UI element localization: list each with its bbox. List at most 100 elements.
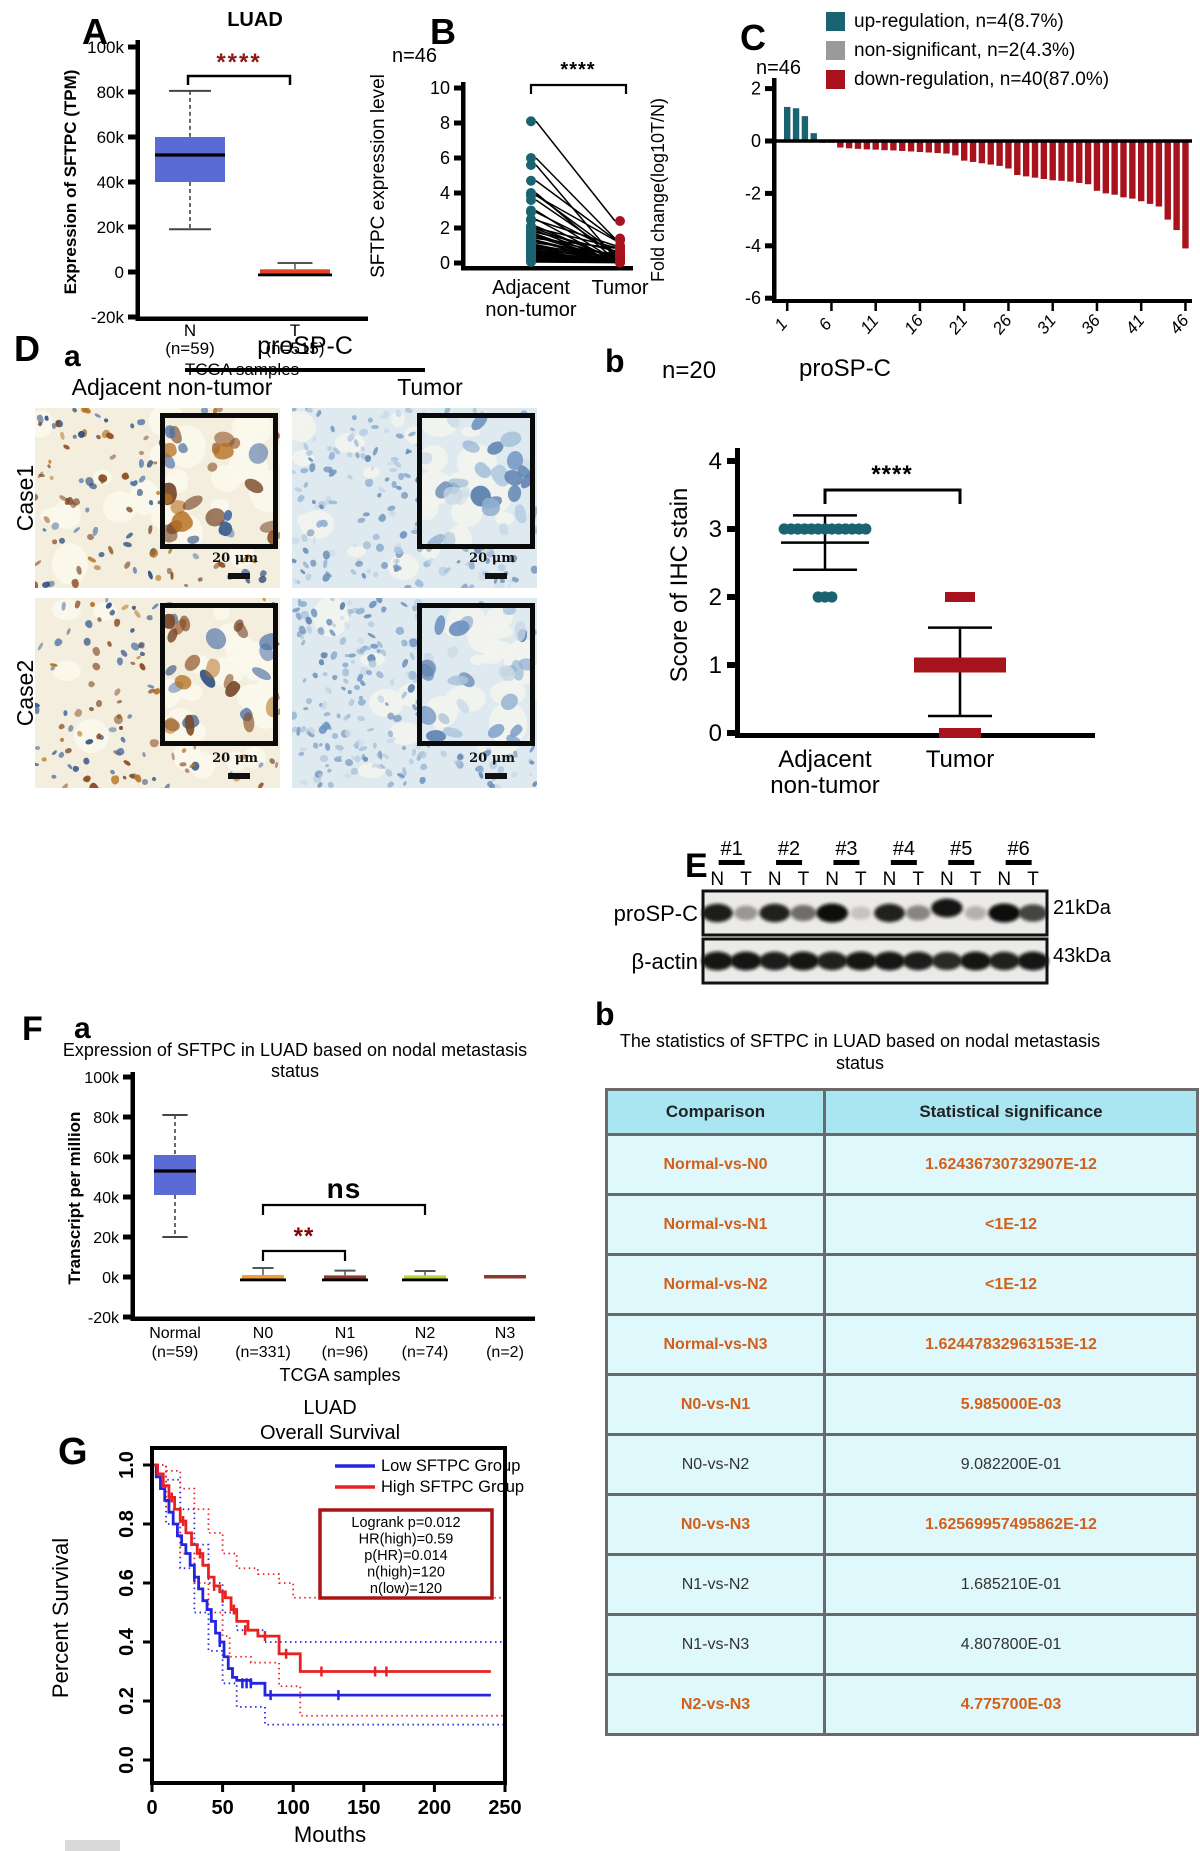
column-label-adjacent-non-tumor: Adjacent non-tumor (71, 374, 273, 400)
y-tick (128, 89, 136, 95)
x-tick-label: 50 (211, 1797, 233, 1819)
lane-label: T (740, 869, 752, 890)
table-title: The statistics of SFTPC in LUAD based on… (520, 1030, 1200, 1074)
waterfall-bar (1155, 141, 1163, 207)
y-axis-label: Fold change(log10T/N) (648, 98, 668, 282)
row-label-case1: Case1 (12, 464, 38, 532)
survival-curve (152, 1463, 491, 1697)
waterfall-bar (1093, 141, 1101, 191)
lane-label: T (798, 869, 810, 890)
significance-stars: **** (560, 59, 595, 81)
pair-line (535, 250, 616, 257)
pvalue-cell: <1E-12 (823, 1193, 1199, 1256)
waterfall-bar (1014, 141, 1021, 176)
table-header-significance: Statistical significance (823, 1088, 1199, 1136)
pair-line (535, 227, 616, 248)
n-label: n=20 (662, 357, 716, 384)
y-tick-label: 0 (751, 131, 761, 151)
waterfall-bar (996, 141, 1003, 166)
table-row: Normal-vs-N0 1.62436730732907E-12 (605, 1133, 1199, 1196)
waterfall-bar (1164, 141, 1171, 220)
y-tick (128, 44, 136, 50)
y-tick-label: 3 (709, 516, 722, 543)
table-row: N2-vs-N3 4.775700E-03 (605, 1673, 1199, 1736)
comparison-cell: N1-vs-N3 (605, 1613, 826, 1676)
box (404, 1275, 446, 1280)
comparison-cell: Normal-vs-N3 (605, 1313, 826, 1376)
y-tick (765, 243, 772, 249)
waterfall-bar (1058, 141, 1065, 181)
y-tick-label: 0k (102, 1270, 120, 1287)
pair-line (535, 246, 616, 255)
panel-a-tcga-boxplot: A LUAD Expression of SFTPC (TPM) 100k 80k 60k… (60, 0, 395, 385)
table-row: Normal-vs-N3 1.62447832963153E-12 (605, 1313, 1199, 1376)
pvalue-cell: <1E-12 (823, 1253, 1199, 1316)
protein-band (816, 951, 848, 971)
waterfall-bar (943, 141, 950, 154)
y-tick-label: 10 (430, 78, 450, 98)
chart-title-line: Expression of SFTPC in LUAD based on nod… (63, 1040, 527, 1060)
x-category-label: N1 (335, 1325, 356, 1342)
stats-box-line: p(HR)=0.014 (364, 1548, 447, 1564)
protein-band (816, 903, 849, 923)
x-category-label: N3 (495, 1325, 516, 1342)
y-tick (727, 662, 735, 668)
y-tick-label: 1 (709, 652, 722, 679)
annotation-bracket (261, 1249, 347, 1261)
pair-line (535, 255, 616, 261)
median-line (402, 1278, 448, 1282)
y-tick-label: 0 (115, 263, 124, 282)
stats-box-line: n(low)=120 (370, 1581, 442, 1597)
y-tick-label: 40k (93, 1190, 120, 1207)
ihc-image-case2-adjacent: 20 μm (35, 598, 280, 788)
protein-band (734, 905, 758, 921)
adjacent-point (526, 175, 536, 186)
adjacent-point (526, 116, 536, 127)
scale-bar (485, 773, 507, 779)
y-tick (454, 85, 461, 91)
waterfall-bar (837, 141, 844, 148)
legend-label: up-regulation, n=4(8.7%) (854, 11, 1064, 32)
adjacent-point (526, 160, 536, 170)
y-tick (727, 458, 735, 464)
lane-label: N (883, 869, 897, 890)
scale-bar-label: 20 μm (212, 751, 258, 766)
protein-band (730, 951, 762, 971)
y-tick-label: 0 (440, 253, 450, 273)
table-title-line2: status (835, 1053, 885, 1073)
table-row: Normal-vs-N1 <1E-12 (605, 1193, 1199, 1256)
y-tick-label: -20k (88, 1310, 120, 1327)
y-tick-label: 0.4 (116, 1627, 138, 1656)
y-tick-label: 0.2 (116, 1687, 138, 1715)
ihc-inset-magnified (417, 413, 535, 549)
pair-line (535, 157, 616, 240)
adjacent-point (526, 207, 536, 218)
table-row: Normal-vs-N2 <1E-12 (605, 1253, 1199, 1316)
comparison-cell: N0-vs-N3 (605, 1493, 826, 1556)
x-axis-spine (461, 266, 633, 271)
adjacent-point (526, 256, 536, 267)
waterfall-bar (854, 141, 862, 149)
stain-header-underline (185, 368, 425, 372)
protein-band (902, 951, 934, 971)
table-header-comparison: Comparison (605, 1088, 826, 1136)
y-tick-label: 6 (440, 148, 450, 168)
pair-line (535, 211, 616, 253)
stats-box (318, 1508, 494, 1600)
table-row: N1-vs-N2 1.685210E-01 (605, 1553, 1199, 1616)
score-cluster (945, 592, 975, 602)
blot-strip (701, 937, 1049, 985)
protein-label: proSP-C (614, 901, 698, 926)
pvalue-cell: 1.685210E-01 (823, 1553, 1199, 1616)
table-row: N0-vs-N2 9.082200E-01 (605, 1433, 1199, 1496)
molecular-weight-label: 43kDa (1053, 945, 1112, 967)
lane-label: T (912, 869, 924, 890)
score-cluster (914, 657, 1006, 673)
protein-band (701, 951, 733, 971)
waterfall-bar (1040, 141, 1048, 179)
scale-bar (228, 573, 250, 579)
n-label: n=46 (756, 57, 801, 79)
